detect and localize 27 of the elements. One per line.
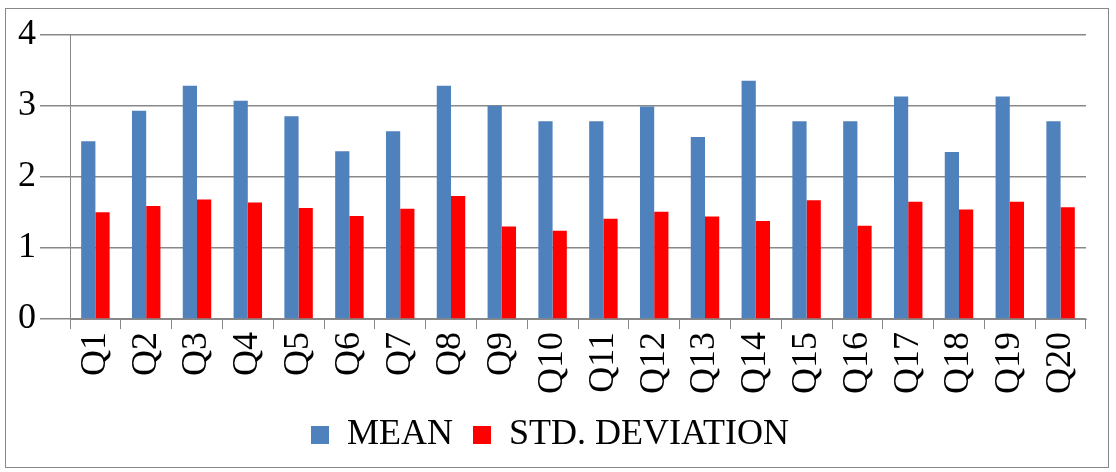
x-tick-label: Q9 [479, 332, 520, 376]
x-tick-label: Q16 [834, 332, 875, 394]
x-tick-label: Q14 [733, 332, 774, 394]
x-tick-label: Q17 [885, 332, 926, 394]
x-tick-label: Q15 [784, 332, 825, 394]
x-tick-label: Q13 [682, 332, 723, 394]
legend-label: STD. DEVIATION [509, 412, 789, 453]
x-tick-label: Q8 [428, 332, 469, 376]
x-tick-label: Q3 [174, 332, 215, 376]
y-tick-label: 0 [18, 296, 36, 337]
x-tick-label: Q6 [326, 332, 367, 376]
x-tick-label: Q4 [225, 332, 266, 376]
x-tick-label: Q12 [631, 332, 672, 394]
x-tick-label: Q11 [580, 332, 621, 393]
x-tick-label: Q19 [987, 332, 1028, 394]
legend-label: MEAN [347, 412, 454, 453]
y-tick-label: 2 [18, 154, 36, 195]
x-tick-label: Q5 [276, 332, 317, 376]
x-tick-label: Q7 [377, 332, 418, 376]
x-tick-label: Q2 [123, 332, 164, 376]
y-tick-label: 4 [18, 12, 36, 53]
y-tick-label: 1 [18, 225, 36, 266]
x-tick-label: Q20 [1038, 332, 1079, 394]
y-tick-label: 3 [18, 83, 36, 124]
x-tick-label: Q1 [72, 332, 113, 376]
x-tick-label: Q18 [936, 332, 977, 394]
x-tick-label: Q10 [530, 332, 571, 394]
